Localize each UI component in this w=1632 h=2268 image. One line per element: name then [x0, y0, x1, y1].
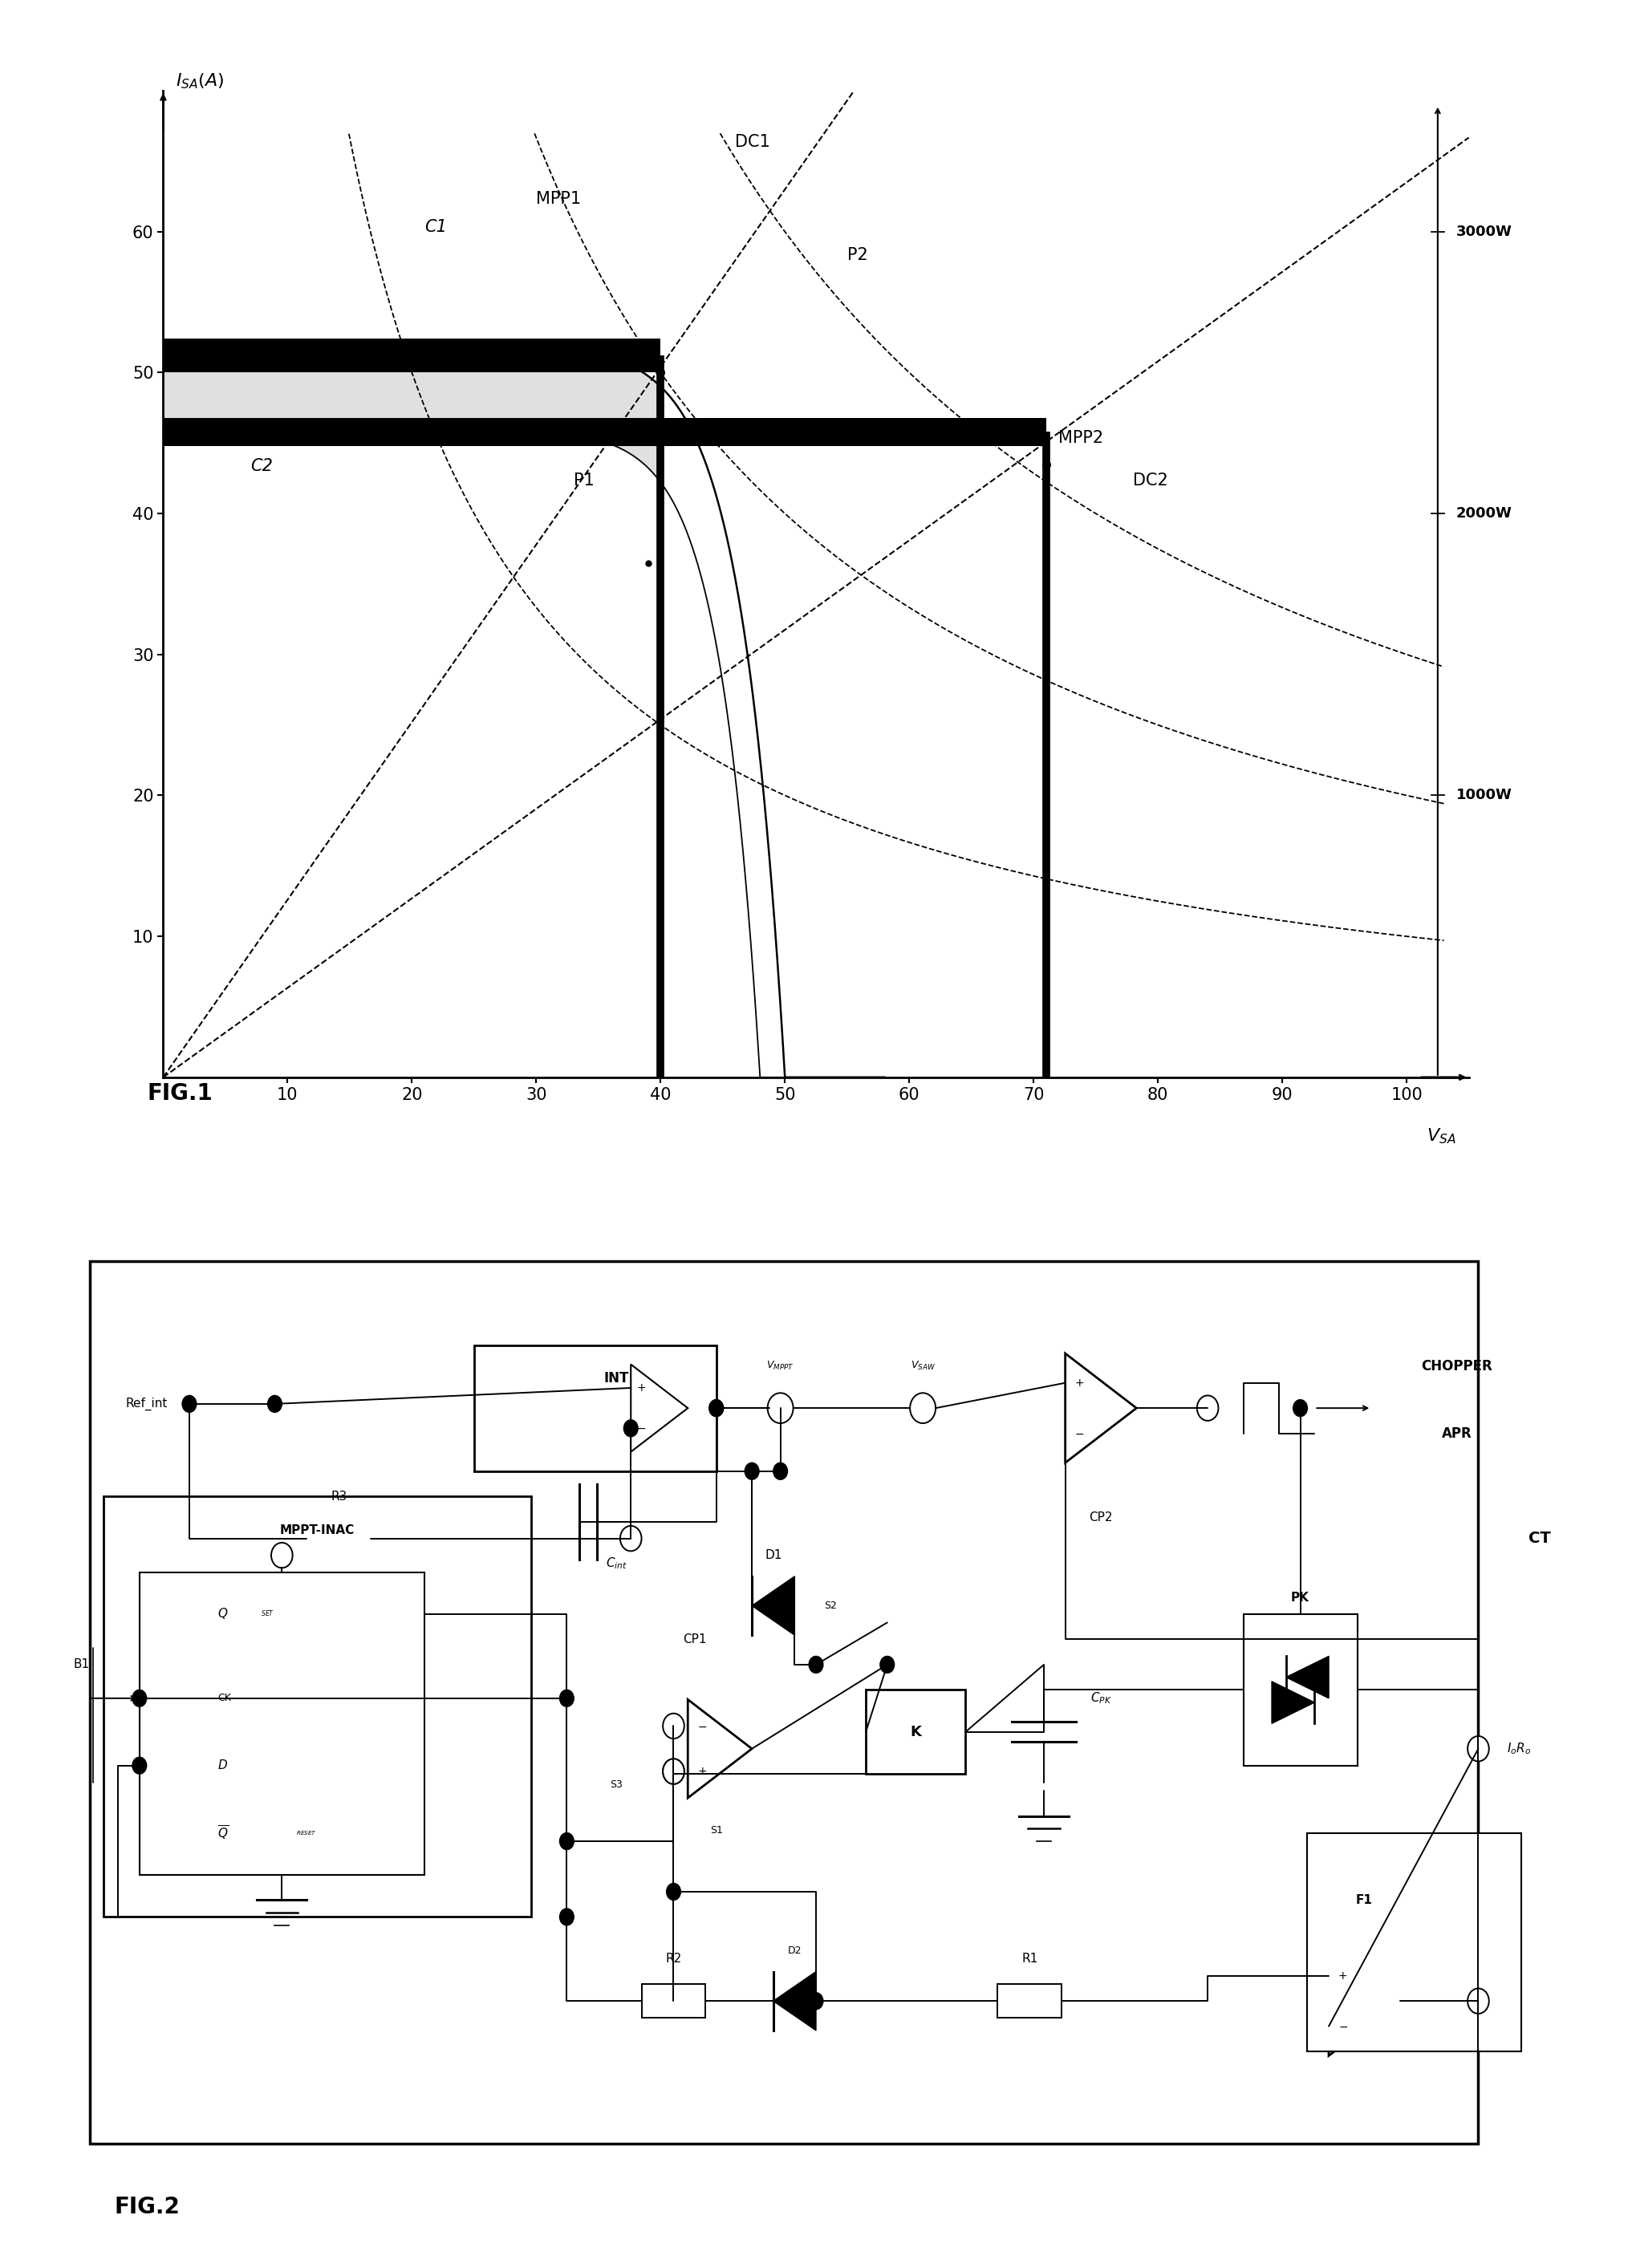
Text: R1: R1 — [1022, 1953, 1038, 1964]
Text: MPP1: MPP1 — [537, 191, 581, 206]
Circle shape — [620, 1526, 641, 1551]
Text: D: D — [217, 1760, 227, 1771]
Circle shape — [623, 1420, 638, 1436]
Circle shape — [710, 1399, 723, 1418]
Text: DC2: DC2 — [1133, 472, 1169, 488]
Text: S1: S1 — [710, 1826, 723, 1835]
Text: CHOPPER: CHOPPER — [1421, 1359, 1493, 1372]
Text: CP2: CP2 — [1089, 1510, 1113, 1524]
Text: INT: INT — [604, 1372, 630, 1386]
Circle shape — [663, 1758, 684, 1785]
Circle shape — [767, 1393, 793, 1424]
Text: P1: P1 — [573, 472, 594, 488]
Circle shape — [880, 1656, 894, 1674]
Text: B1: B1 — [73, 1658, 90, 1672]
Text: F1: F1 — [1356, 1894, 1373, 1905]
Text: C2: C2 — [250, 458, 273, 474]
Text: R2: R2 — [666, 1953, 682, 1964]
Text: +: + — [697, 1767, 707, 1778]
Text: $C_{int}$: $C_{int}$ — [605, 1556, 627, 1572]
Text: FIG.2: FIG.2 — [114, 2195, 180, 2218]
Text: FIG.1: FIG.1 — [147, 1082, 212, 1105]
Polygon shape — [774, 1971, 816, 2030]
Circle shape — [183, 1395, 196, 1413]
Text: 2000W: 2000W — [1456, 506, 1513, 522]
Text: +: + — [1338, 1971, 1348, 1982]
Text: APR: APR — [1441, 1427, 1472, 1440]
Text: CK: CK — [217, 1692, 232, 1703]
Circle shape — [663, 1712, 684, 1740]
Text: P2: P2 — [847, 247, 868, 263]
Text: S3: S3 — [610, 1780, 623, 1789]
Text: Q: Q — [217, 1608, 227, 1619]
Text: PK: PK — [1291, 1592, 1309, 1603]
Text: R3: R3 — [331, 1490, 348, 1501]
Text: 3000W: 3000W — [1456, 225, 1513, 238]
Text: $-$: $-$ — [697, 1721, 707, 1733]
Circle shape — [744, 1463, 759, 1479]
Text: +: + — [1075, 1377, 1084, 1388]
Circle shape — [809, 1656, 823, 1674]
Text: S2: S2 — [824, 1601, 837, 1610]
Text: $I_{SA}(A)$: $I_{SA}(A)$ — [176, 73, 224, 91]
Circle shape — [1293, 1399, 1307, 1418]
Polygon shape — [752, 1576, 795, 1635]
Text: D1: D1 — [765, 1549, 782, 1560]
Circle shape — [560, 1833, 574, 1851]
Bar — [90, 1261, 1479, 2143]
Circle shape — [1467, 1989, 1488, 2014]
Text: DC1: DC1 — [734, 134, 770, 150]
Text: Ref_int: Ref_int — [126, 1397, 166, 1411]
Circle shape — [666, 1882, 681, 1901]
Bar — [139, 1572, 424, 1876]
Text: $^{SET}$: $^{SET}$ — [261, 1610, 274, 1617]
Text: $V_{MPPT}$: $V_{MPPT}$ — [767, 1361, 795, 1372]
Text: K: K — [911, 1724, 922, 1740]
Circle shape — [268, 1395, 282, 1413]
Bar — [641, 1985, 705, 2019]
Circle shape — [911, 1393, 935, 1424]
Text: $_{RESET}$: $_{RESET}$ — [295, 1828, 317, 1837]
Polygon shape — [1271, 1681, 1314, 1724]
Circle shape — [1196, 1395, 1219, 1420]
Text: $-$: $-$ — [636, 1422, 646, 1433]
Bar — [997, 1985, 1062, 2019]
Text: D2: D2 — [788, 1946, 801, 1955]
Bar — [104, 1497, 530, 1916]
Circle shape — [774, 1463, 788, 1479]
Polygon shape — [1286, 1656, 1328, 1699]
Text: MPP2: MPP2 — [1059, 431, 1103, 447]
Text: C1: C1 — [424, 218, 447, 236]
Circle shape — [560, 1907, 574, 1926]
Bar — [475, 1345, 716, 1472]
Circle shape — [271, 1542, 292, 1567]
Text: 1000W: 1000W — [1456, 789, 1513, 803]
Text: $C_{PK}$: $C_{PK}$ — [1090, 1690, 1111, 1706]
Bar — [307, 1522, 370, 1556]
Text: $V_{SAW}$: $V_{SAW}$ — [911, 1361, 935, 1372]
Text: CT: CT — [1528, 1531, 1550, 1547]
Text: $V_{SA}$: $V_{SA}$ — [1426, 1127, 1456, 1145]
Bar — [1244, 1615, 1358, 1765]
Circle shape — [132, 1690, 147, 1708]
Circle shape — [809, 1994, 823, 2009]
Text: $I_oR_o$: $I_oR_o$ — [1506, 1742, 1531, 1755]
Circle shape — [710, 1399, 723, 1418]
Text: MPPT-INAC: MPPT-INAC — [281, 1524, 354, 1535]
Text: $-$: $-$ — [1338, 2021, 1348, 2032]
Text: $-$: $-$ — [1074, 1429, 1084, 1438]
Text: +: + — [636, 1381, 646, 1393]
Text: $\overline{Q}$: $\overline{Q}$ — [217, 1823, 228, 1842]
Circle shape — [132, 1758, 147, 1774]
Bar — [867, 1690, 966, 1774]
Bar — [1307, 1833, 1521, 2053]
Circle shape — [663, 1758, 684, 1785]
Circle shape — [560, 1690, 574, 1708]
Circle shape — [1467, 1735, 1488, 1762]
Text: CP1: CP1 — [684, 1633, 707, 1644]
